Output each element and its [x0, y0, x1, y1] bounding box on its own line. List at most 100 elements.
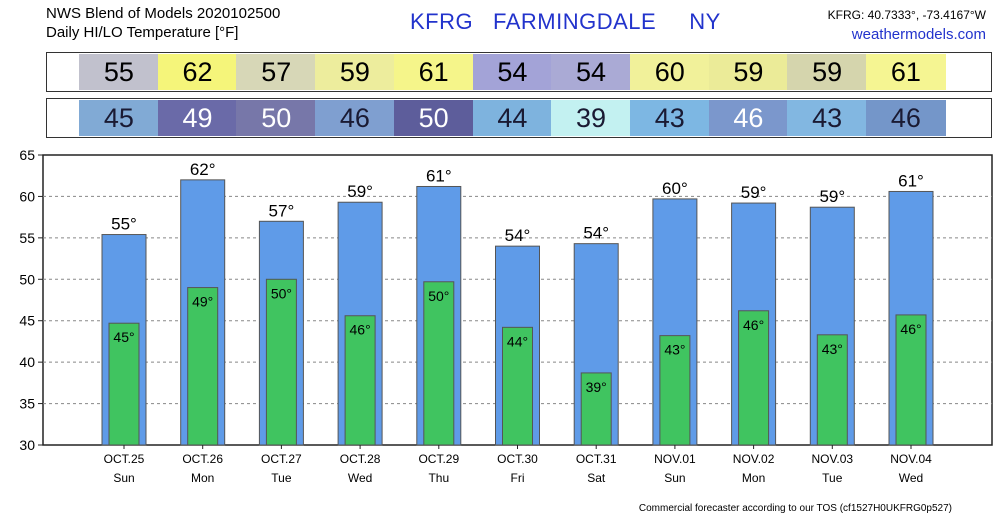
high-temp-label: 61° [426, 166, 452, 185]
low-temp-label: 43° [822, 341, 843, 357]
high-temp-value: 57 [261, 56, 292, 87]
low-temp-label: 50° [271, 285, 292, 301]
high-temp-cell: 54 [472, 54, 553, 90]
day-label: Sun [664, 471, 685, 485]
high-temp-cell: 59 [708, 54, 789, 90]
low-temp-label: 46° [743, 317, 764, 333]
low-temp-value: 43 [654, 102, 685, 133]
low-temp-value: 45 [103, 102, 134, 133]
high-temp-cell: 61 [866, 54, 946, 90]
x-tick-label: OCT.28 [340, 452, 381, 466]
low-temp-cell: 44 [472, 100, 553, 136]
high-temp-value: 60 [654, 56, 685, 87]
y-tick-label: 45 [19, 313, 35, 329]
low-temp-label: 49° [192, 294, 213, 310]
footer-note: Commercial forecaster according to our T… [638, 503, 952, 514]
low-temp-label: 43° [664, 342, 685, 358]
low-temp-value: 46 [339, 102, 370, 133]
x-tick-label: OCT.25 [104, 452, 145, 466]
day-label: Sat [587, 471, 606, 485]
low-temp-band: 45 49 50 46 50 44 39 43 46 43 46 [46, 98, 992, 138]
low-temp-label: 45° [113, 329, 134, 345]
low-temp-cell: 43 [629, 100, 710, 136]
low-temp-label: 46° [900, 321, 921, 337]
high-temp-cell: 62 [157, 54, 238, 90]
chart-title: NWS Blend of Models 2020102500 Daily HI/… [46, 4, 280, 42]
day-label: Tue [822, 471, 843, 485]
day-label: Wed [899, 471, 923, 485]
x-tick-label: OCT.27 [261, 452, 302, 466]
temperature-bar-chart: 30 35 40 45 50 55 60 65 55° 45° OCT.25 Sun 62° 49° OCT… [19, 147, 993, 485]
high-temp-label: 59° [741, 183, 767, 202]
low-temp-cell: 45 [79, 100, 159, 136]
high-temp-label: 60° [662, 179, 688, 198]
high-temp-value: 61 [890, 56, 921, 87]
high-temp-value: 62 [182, 56, 213, 87]
high-temp-band: 55 62 57 59 61 54 54 60 59 59 61 [46, 52, 992, 92]
day-label: Fri [511, 471, 525, 485]
x-tick-label: OCT.29 [418, 452, 459, 466]
low-temp-label: 50° [428, 288, 449, 304]
high-temp-label: 61° [898, 171, 924, 190]
day-label: Sun [113, 471, 134, 485]
low-temp-cell: 43 [787, 100, 867, 136]
high-temp-value: 61 [418, 56, 449, 87]
high-temp-value: 59 [733, 56, 764, 87]
low-temp-value: 43 [812, 102, 843, 133]
high-temp-value: 59 [812, 56, 843, 87]
website-link[interactable]: weathermodels.com [851, 26, 986, 43]
low-temp-bar [816, 334, 848, 446]
title-line-2: Daily HI/LO Temperature [°F] [46, 24, 239, 41]
x-tick-label: NOV.04 [890, 452, 932, 466]
high-temp-label: 54° [583, 224, 609, 243]
low-temp-bar [659, 335, 691, 446]
high-temp-label: 55° [111, 215, 137, 234]
y-tick-label: 30 [19, 437, 35, 453]
low-temp-bar [738, 310, 770, 446]
y-tick-label: 35 [19, 396, 35, 412]
x-tick-label: OCT.31 [576, 452, 617, 466]
station-state: NY [689, 9, 721, 34]
low-temp-value: 44 [497, 102, 528, 133]
low-temp-cell: 49 [157, 100, 238, 136]
x-tick-label: OCT.26 [182, 452, 223, 466]
high-temp-value: 59 [339, 56, 370, 87]
high-temp-cell: 61 [393, 54, 474, 90]
low-temp-value: 46 [733, 102, 764, 133]
low-temp-cell: 50 [236, 100, 317, 136]
station-name: FARMINGDALE [492, 9, 657, 34]
y-tick-label: 50 [19, 271, 35, 287]
high-temp-value: 54 [497, 56, 528, 87]
day-label: Mon [191, 471, 214, 485]
station-code: KFRG [410, 9, 474, 34]
low-temp-value: 50 [261, 102, 292, 133]
low-temp-label: 46° [350, 322, 371, 338]
high-temp-label: 59° [819, 187, 845, 206]
x-tick-label: NOV.03 [812, 452, 854, 466]
low-temp-value: 50 [418, 102, 449, 133]
low-temp-value: 46 [890, 102, 921, 133]
low-temp-cell: 46 [708, 100, 789, 136]
station-header: KFRG FARMINGDALE NY [410, 9, 721, 35]
low-temp-value: 49 [182, 102, 213, 133]
title-line-1: NWS Blend of Models 2020102500 [46, 5, 281, 22]
x-tick-label: NOV.01 [654, 452, 696, 466]
y-tick-label: 65 [19, 147, 35, 163]
high-temp-cell: 54 [551, 54, 631, 90]
high-temp-cell: 57 [236, 54, 317, 90]
y-tick-label: 55 [19, 230, 35, 246]
y-tick-label: 40 [19, 354, 35, 370]
header-right: KFRG: 40.7333°, -73.4167°W weathermodels… [828, 5, 986, 45]
day-label: Mon [742, 471, 765, 485]
high-temp-cell: 59 [787, 54, 867, 90]
high-temp-cell: 55 [79, 54, 159, 90]
high-temp-label: 54° [505, 226, 531, 245]
x-tick-label: NOV.02 [733, 452, 775, 466]
x-tick-label: OCT.30 [497, 452, 538, 466]
day-label: Tue [271, 471, 292, 485]
low-temp-cell: 39 [551, 100, 631, 136]
low-temp-value: 39 [576, 102, 607, 133]
y-tick-label: 60 [19, 188, 35, 204]
day-label: Thu [428, 471, 449, 485]
day-label: Wed [348, 471, 372, 485]
